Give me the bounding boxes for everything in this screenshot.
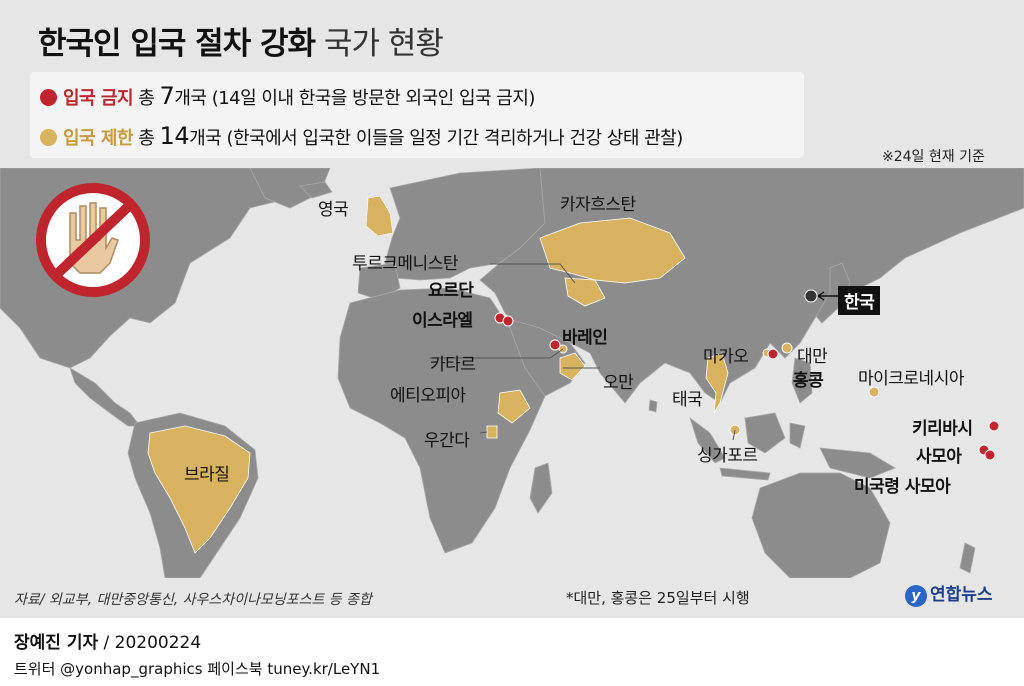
am-samoa-dot [984, 449, 996, 461]
label-am-samoa: 미국령 사모아 [854, 477, 951, 497]
new-zealand-shape [959, 542, 976, 574]
iceland-shape [299, 181, 333, 199]
yonhap-logo: y 연합뉴스 [905, 580, 993, 607]
hongkong-dot [767, 348, 779, 360]
turkmenistan-restrict-shape [564, 277, 606, 307]
greenland-shape [249, 168, 331, 209]
legend-ban: 입국 금지 총 7개국 (14일 이내 한국을 방문한 외국인 입국 금지) [40, 82, 535, 110]
label-ethiopia: 에티오피아 [390, 386, 466, 406]
sumatra-shape [689, 416, 726, 464]
legend-restrict-count: 14 [159, 122, 190, 150]
restrict-dot-icon [40, 129, 57, 146]
logo-text: 연합뉴스 [930, 585, 993, 605]
label-hongkong: 홍콩 [793, 371, 824, 391]
label-qatar: 카타르 [430, 355, 476, 375]
legend-ban-category: 입국 금지 [63, 88, 134, 109]
korea-arrow-icon [817, 291, 838, 301]
israel-dot [502, 315, 514, 327]
australia-shape [751, 472, 891, 578]
legend-restrict: 입국 제한 총 14개국 (한국에서 입국한 이들을 일정 기간 격리하거나 건… [40, 122, 683, 150]
social-links[interactable]: 트위터 @yonhap_graphics 페이스북 tuney.kr/LeYN1 [14, 660, 381, 678]
micronesia-dot [868, 386, 880, 398]
label-jordan: 요르단 [428, 281, 474, 301]
title-bold: 한국인 입국 절차 강화 [38, 26, 316, 62]
legend-ban-desc: (14일 이내 한국을 방문한 외국인 입국 금지) [211, 88, 536, 109]
label-macau: 마카오 [703, 347, 749, 367]
label-uganda: 우간다 [424, 431, 470, 451]
infographic-card: 한국인 입국 절차 강화 국가 현황 입국 금지 총 7개국 (14일 이내 한… [0, 0, 1024, 618]
sulawesi-shape [789, 422, 806, 449]
kiribati-dot [988, 420, 1000, 432]
uganda-restrict-shape [486, 425, 498, 439]
label-micronesia: 마이크로네시아 [858, 369, 964, 389]
world-map [0, 168, 1024, 578]
label-kiribati: 키리바시 [912, 419, 973, 439]
sri-lanka-shape [648, 399, 658, 413]
legend-ban-count: 7 [159, 82, 175, 110]
new-guinea-shape [819, 447, 896, 479]
label-brazil: 브라질 [184, 465, 230, 485]
prohibited-hand-icon [36, 183, 150, 297]
label-bahrain: 바레인 [562, 328, 608, 348]
label-taiwan: 대만 [797, 347, 828, 367]
label-oman: 오만 [603, 373, 634, 393]
borneo-shape [744, 412, 786, 454]
uk-restrict-shape [365, 195, 394, 237]
madagascar-shape [529, 462, 553, 514]
kazakhstan-restrict-shape [539, 217, 686, 284]
legend-restrict-unit: 개국 [189, 128, 222, 149]
page-title: 한국인 입국 절차 강화 국가 현황 [38, 18, 444, 63]
brazil-restrict-shape [147, 425, 251, 554]
thailand-restrict-shape [705, 352, 729, 414]
taiwan-dot [781, 342, 793, 354]
java-shape [719, 467, 771, 481]
yonhap-logo-icon: y [905, 585, 927, 607]
africa-shape [337, 287, 546, 554]
bahrain-dot [549, 339, 561, 351]
oman-restrict-shape [559, 352, 586, 381]
reporter-date: / 20200224 [103, 633, 202, 653]
legend-restrict-pre: 총 [138, 128, 155, 149]
label-uk: 영국 [318, 200, 349, 220]
ethiopia-restrict-shape [497, 389, 531, 424]
legend-ban-unit: 개국 [174, 88, 207, 109]
philippines-shape [791, 357, 813, 404]
legend: 입국 금지 총 7개국 (14일 이내 한국을 방문한 외국인 입국 금지) 입… [30, 72, 804, 158]
ban-dot-icon [40, 89, 57, 106]
label-korea: 한국 [838, 286, 881, 315]
legend-restrict-category: 입국 제한 [63, 128, 134, 149]
label-israel: 이스라엘 [412, 311, 473, 331]
label-kazakhstan: 카자흐스탄 [560, 195, 636, 215]
legend-ban-pre: 총 [138, 88, 155, 109]
reporter-name: 장예진 기자 [14, 633, 99, 653]
label-singapore: 싱가포르 [697, 446, 758, 466]
reporter-line: 장예진 기자 / 20200224 [14, 628, 201, 653]
japan-shape [815, 262, 851, 324]
footnote: *대만, 홍콩은 25일부터 시행 [566, 589, 750, 607]
label-samoa: 사모아 [916, 447, 962, 467]
label-turkmenistan: 투르크메니스탄 [352, 254, 458, 274]
label-thailand: 태국 [672, 390, 703, 410]
korea-dot [804, 289, 818, 303]
source-note: 자료/ 외교부, 대만중앙통신, 사우스차이나모닝포스트 등 종합 [14, 592, 372, 608]
title-light: 국가 현황 [323, 26, 444, 62]
legend-restrict-desc: (한국에서 입국한 이들을 일정 기간 격리하거나 건강 상태 관찰) [226, 128, 683, 149]
central-america-shape [69, 367, 141, 427]
date-note: ※24일 현재 기준 [882, 149, 985, 165]
